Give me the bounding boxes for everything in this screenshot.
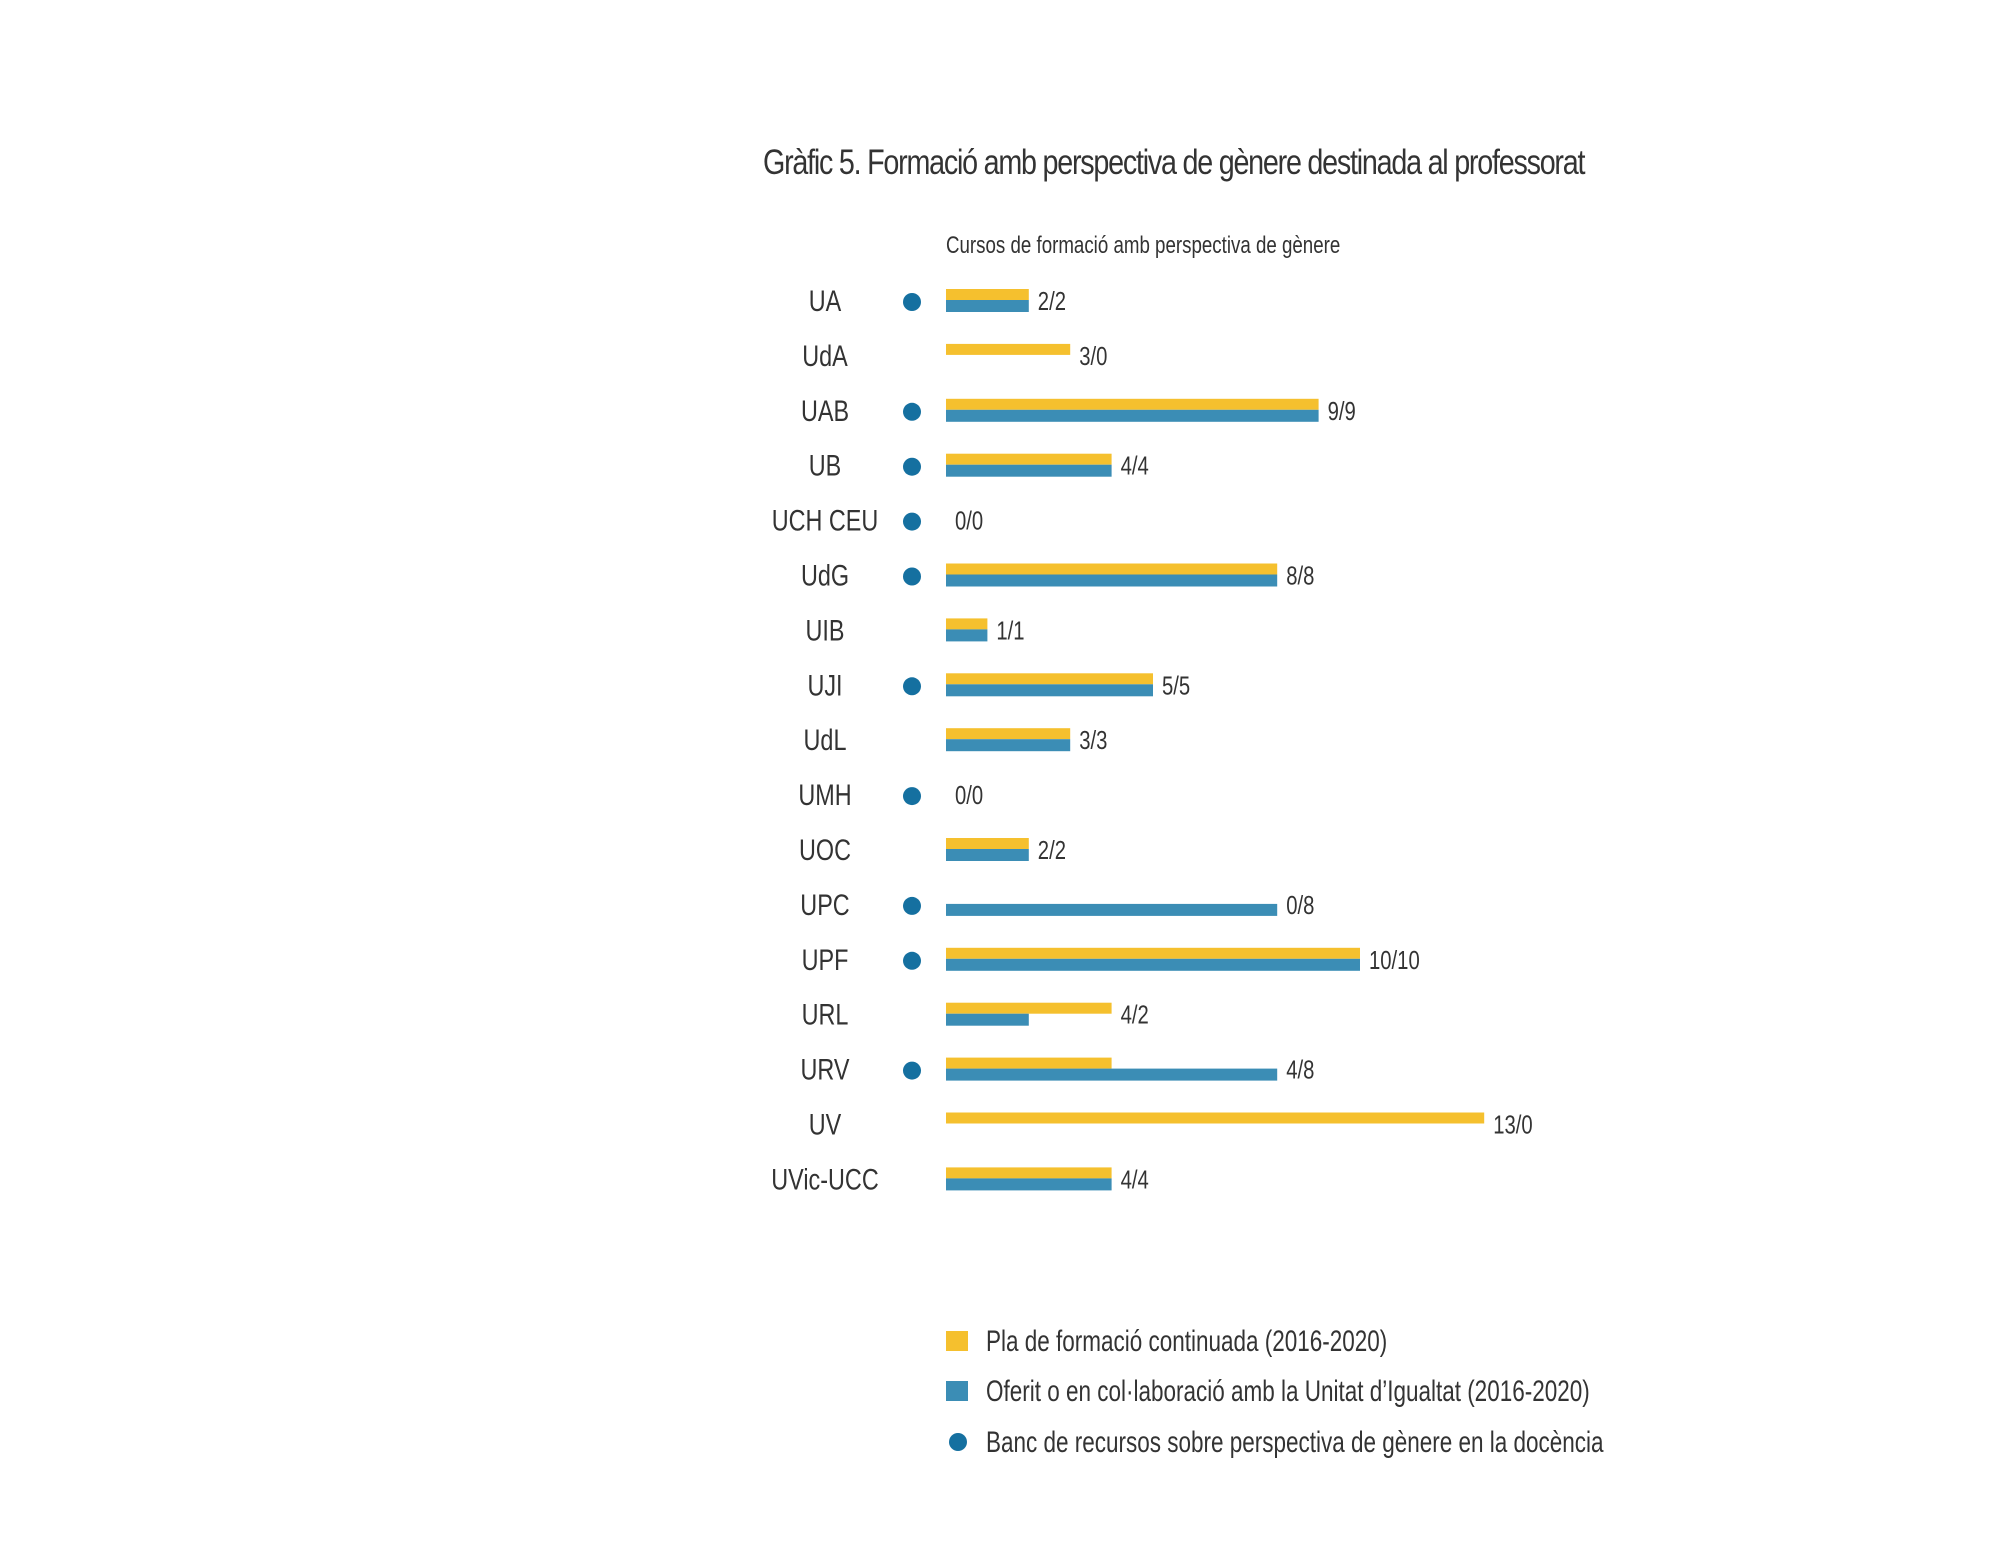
bar-pla-formacio xyxy=(946,1002,1112,1014)
legend-label: Pla de formació continuada (2016-2020) xyxy=(986,1324,1387,1358)
data-label: 10/10 xyxy=(1369,945,1420,974)
category-label: URV xyxy=(801,1053,850,1086)
resource-bank-dot xyxy=(903,1061,921,1080)
chart-row-uvic-ucc: UVic-UCC 4/4 xyxy=(771,1163,1149,1196)
category-label: UVic-UCC xyxy=(771,1163,878,1196)
chart-subtitle: Cursos de formació amb perspectiva de gè… xyxy=(946,232,1340,259)
category-label: UPC xyxy=(800,888,849,921)
resource-bank-dot xyxy=(903,457,921,476)
chart-row-udg: UdG 8/8 xyxy=(801,559,1314,592)
resource-bank-dot xyxy=(903,677,921,696)
category-label: UOC xyxy=(799,833,851,866)
chart-row-uab: UAB 9/9 xyxy=(801,394,1356,427)
chart-row-uv: UV 13/0 xyxy=(809,1108,1533,1141)
bar-pla-formacio xyxy=(946,398,1319,410)
category-label: UdL xyxy=(804,723,847,756)
bar-pla-formacio xyxy=(946,453,1112,465)
bar-unitat-igualtat xyxy=(946,958,1360,971)
chart-title: Gràfic 5. Formació amb perspectiva de gè… xyxy=(763,143,1585,182)
bar-pla-formacio xyxy=(946,343,1071,355)
chart-row-uji: UJI 5/5 xyxy=(807,669,1190,702)
data-label: 5/5 xyxy=(1162,671,1190,700)
bar-pla-formacio xyxy=(946,947,1360,959)
data-label: 4/4 xyxy=(1121,451,1149,480)
chart-row-url: URL 4/2 xyxy=(802,998,1149,1031)
data-label: 0/8 xyxy=(1286,890,1314,919)
data-label: 1/1 xyxy=(996,616,1024,645)
chart-row-uoc: UOC 2/2 xyxy=(799,833,1066,866)
chart-row-ub: UB 4/4 xyxy=(809,449,1149,482)
data-label: 13/0 xyxy=(1493,1110,1532,1139)
category-label: URL xyxy=(802,998,849,1031)
category-label: UV xyxy=(809,1108,842,1141)
category-label: UPF xyxy=(802,943,849,976)
bar-unitat-igualtat xyxy=(946,629,988,642)
bar-pla-formacio xyxy=(946,838,1029,849)
resource-bank-dot xyxy=(903,512,921,531)
legend-dot-resource-bank xyxy=(949,1433,967,1451)
bar-unitat-igualtat xyxy=(946,409,1319,422)
category-label: UMH xyxy=(798,778,851,811)
legend-label: Banc de recursos sobre perspectiva de gè… xyxy=(986,1425,1604,1459)
bar-unitat-igualtat xyxy=(946,684,1153,697)
category-label: UdG xyxy=(801,559,849,592)
bar-pla-formacio xyxy=(946,1057,1112,1069)
category-label: UB xyxy=(809,449,841,482)
chart-row-upf: UPF 10/10 xyxy=(802,943,1420,976)
bar-pla-formacio xyxy=(946,563,1278,575)
bar-pla-formacio xyxy=(946,1112,1485,1124)
chart-row-ua: UA 2/2 xyxy=(809,284,1066,317)
bar-unitat-igualtat xyxy=(946,739,1071,752)
resource-bank-dot xyxy=(903,951,921,970)
data-label: 3/3 xyxy=(1079,726,1107,755)
category-label: UJI xyxy=(807,669,842,702)
category-label: UA xyxy=(809,284,842,317)
bar-unitat-igualtat xyxy=(946,574,1278,587)
legend-label: Oferit o en col·laboració amb la Unitat … xyxy=(986,1374,1590,1408)
legend-swatch-unitat-igualtat xyxy=(946,1381,968,1401)
bar-pla-formacio xyxy=(946,673,1153,685)
data-label: 0/0 xyxy=(955,781,983,810)
category-label: UdA xyxy=(802,339,848,372)
bar-unitat-igualtat xyxy=(946,1068,1278,1081)
bar-unitat-igualtat xyxy=(946,464,1112,477)
bar-pla-formacio xyxy=(946,728,1071,740)
data-label: 9/9 xyxy=(1328,396,1356,425)
chart-row-uda: UdA 3/0 xyxy=(802,339,1107,372)
data-label: 2/2 xyxy=(1038,287,1066,316)
data-label: 4/4 xyxy=(1121,1165,1149,1194)
chart-row-uib: UIB 1/1 xyxy=(806,614,1025,647)
bar-unitat-igualtat xyxy=(946,1013,1029,1026)
chart-row-urv: URV 4/8 xyxy=(801,1053,1315,1086)
resource-bank-dot xyxy=(903,787,921,806)
legend-swatch-pla-formacio xyxy=(946,1331,968,1351)
data-label: 2/2 xyxy=(1038,836,1066,865)
bar-unitat-igualtat xyxy=(946,849,1029,861)
bar-unitat-igualtat xyxy=(946,903,1278,916)
resource-bank-dot xyxy=(903,896,921,915)
data-label: 3/0 xyxy=(1079,341,1107,370)
chart-row-udl: UdL 3/3 xyxy=(804,723,1108,756)
bar-pla-formacio xyxy=(946,289,1029,300)
resource-bank-dot xyxy=(903,293,921,311)
data-label: 4/8 xyxy=(1286,1055,1314,1084)
data-label: 8/8 xyxy=(1286,561,1314,590)
bar-unitat-igualtat xyxy=(946,300,1029,312)
data-label: 4/2 xyxy=(1121,1000,1149,1029)
chart-row-uch-ceu: UCH CEU 0/0 xyxy=(772,504,983,537)
resource-bank-dot xyxy=(903,567,921,586)
bar-pla-formacio xyxy=(946,1167,1112,1179)
category-label: UAB xyxy=(801,394,849,427)
resource-bank-dot xyxy=(903,402,921,421)
chart-row-umh: UMH 0/0 xyxy=(798,778,983,811)
chart-row-upc: UPC 0/8 xyxy=(800,888,1314,921)
category-label: UIB xyxy=(806,614,845,647)
bar-pla-formacio xyxy=(946,618,988,630)
bar-unitat-igualtat xyxy=(946,1178,1112,1191)
data-label: 0/0 xyxy=(955,506,983,535)
category-label: UCH CEU xyxy=(772,504,879,537)
